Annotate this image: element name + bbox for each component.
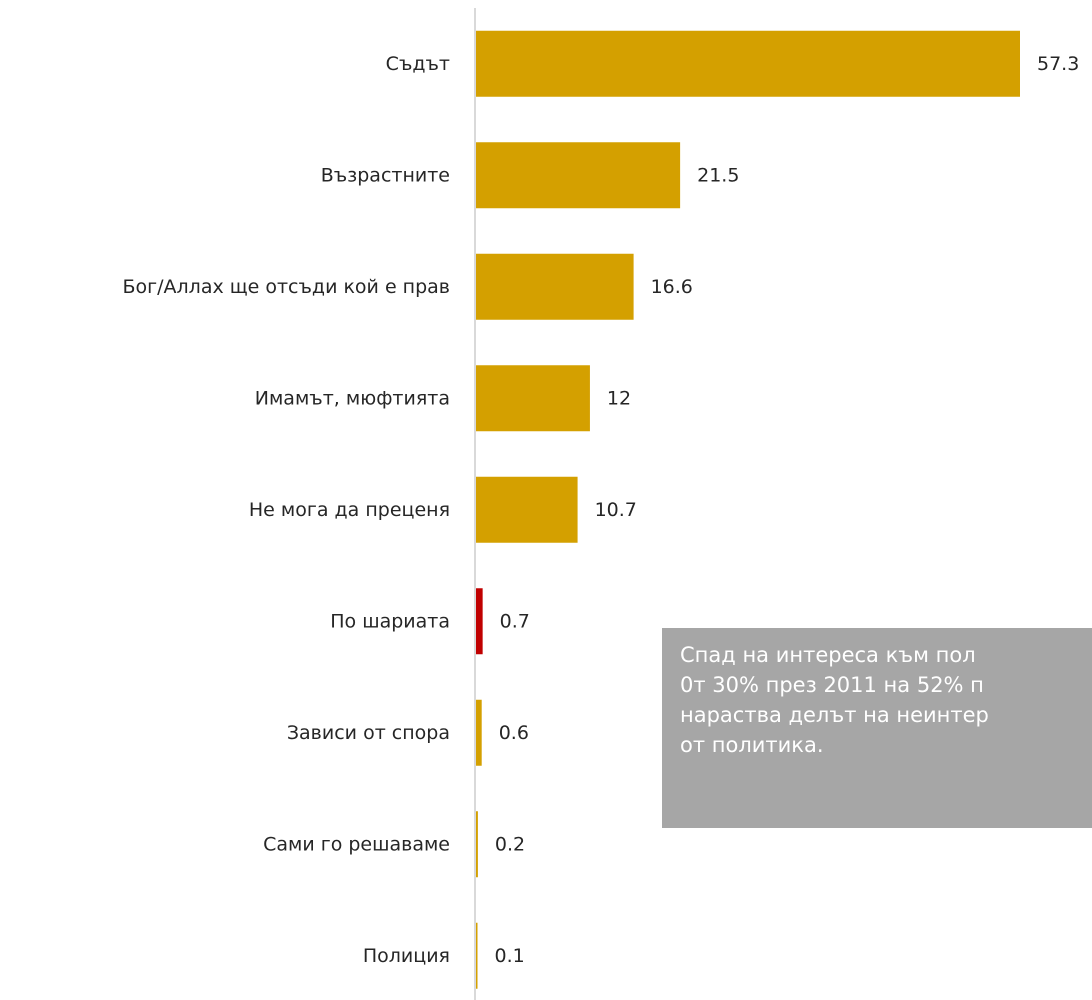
- category-label: Бог/Аллах ще отсъди кой е прав: [122, 276, 450, 298]
- value-label: 57.3: [1037, 53, 1079, 75]
- value-label: 0.7: [500, 610, 530, 632]
- bar: [476, 588, 483, 655]
- bar: [476, 365, 590, 432]
- category-label: Възрастните: [321, 164, 450, 186]
- bar: [476, 253, 634, 320]
- bar: [476, 142, 681, 209]
- category-label: По шариата: [330, 610, 450, 632]
- value-label: 12: [607, 387, 631, 409]
- bar: [476, 30, 1020, 97]
- value-label: 0.1: [495, 945, 525, 967]
- value-label: 10.7: [595, 499, 637, 521]
- annotation-line: 0т 30% през 2011 на 52% п: [680, 673, 984, 697]
- bar: [476, 922, 478, 989]
- annotation-line: нараства делът на неинтер: [680, 703, 989, 727]
- category-label: Сами го решаваме: [263, 833, 450, 855]
- category-label: Полиция: [363, 945, 450, 967]
- bar: [476, 699, 482, 766]
- value-label: 0.2: [495, 833, 525, 855]
- annotation-line: от политика.: [680, 733, 824, 757]
- annotation-box: Спад на интереса към пол 0т 30% през 201…: [662, 628, 1092, 828]
- category-label: Не мога да преценя: [249, 499, 450, 521]
- category-label: Зависи от спора: [287, 722, 450, 744]
- category-label: Съдът: [386, 53, 450, 75]
- bar: [476, 811, 478, 878]
- bars-group: [476, 30, 1020, 989]
- value-label: 21.5: [697, 164, 739, 186]
- bar: [476, 476, 578, 543]
- value-label: 0.6: [499, 722, 529, 744]
- category-labels-group: Съдът Възрастните Бог/Аллах ще отсъди кой …: [122, 53, 450, 967]
- value-labels-group: 57.3 21.5 16.6 12 10.7 0.7 0.6 0.2 0.1: [495, 53, 1080, 967]
- annotation-line: Спад на интереса към пол: [680, 643, 976, 667]
- value-label: 16.6: [651, 276, 693, 298]
- category-label: Имамът, мюфтията: [255, 387, 450, 409]
